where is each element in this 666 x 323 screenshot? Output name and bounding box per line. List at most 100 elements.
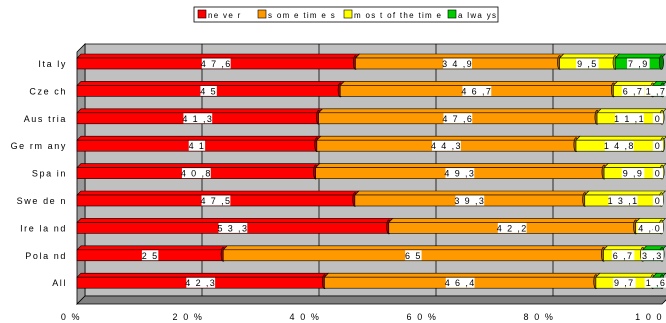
legend-swatch xyxy=(257,9,267,19)
category-label: Aus tria xyxy=(24,114,67,124)
plot-floor xyxy=(76,295,666,305)
data-label: 3 4 ,9 xyxy=(442,58,473,69)
legend-item-most-of-the-time: m os t of the tim e xyxy=(343,9,442,20)
svg-text:4 7 ,6: 4 7 ,6 xyxy=(442,114,473,124)
data-label: 4 2 ,2 xyxy=(497,222,528,233)
legend-swatch xyxy=(197,9,207,19)
x-tick-label: 1 0 0 % xyxy=(635,312,666,322)
data-label: 9 ,5 xyxy=(576,58,599,69)
legend-label: a lwa ys xyxy=(458,11,497,20)
svg-text:7 ,9: 7 ,9 xyxy=(628,59,649,69)
data-label: 4 2 ,3 xyxy=(185,277,216,288)
svg-text:4 0 ,8: 4 0 ,8 xyxy=(181,169,212,179)
svg-text:4 9 ,3: 4 9 ,3 xyxy=(444,169,475,179)
data-label: 4 1 ,3 xyxy=(182,113,213,124)
data-label: 4 0 ,8 xyxy=(181,168,212,179)
data-label: 4 5 xyxy=(200,85,217,96)
svg-text:1 4 ,8: 1 4 ,8 xyxy=(604,141,635,151)
svg-text:4 1: 4 1 xyxy=(189,141,206,151)
category-label: All xyxy=(52,278,67,288)
svg-text:4 1 ,3: 4 1 ,3 xyxy=(182,114,213,124)
category-label: Swe de n xyxy=(17,196,67,206)
svg-text:3 ,3: 3 ,3 xyxy=(642,251,663,261)
data-label: 3 ,3 xyxy=(641,250,664,261)
svg-text:1 3 ,1: 1 3 ,1 xyxy=(608,196,639,206)
svg-text:6 ,7: 6 ,7 xyxy=(623,86,644,96)
data-label: 1 ,6 xyxy=(644,277,666,288)
svg-text:0: 0 xyxy=(655,169,661,179)
legend-swatch xyxy=(343,9,353,19)
legend: ne ve r s om e tim e s m os t of the tim e… xyxy=(193,6,499,23)
svg-text:4 ,4: 4 ,4 xyxy=(638,223,659,233)
svg-text:6 ,7: 6 ,7 xyxy=(613,251,634,261)
legend-label: m os t of the tim e xyxy=(354,11,442,20)
svg-text:2 5: 2 5 xyxy=(142,251,159,261)
data-label: 5 3 ,3 xyxy=(217,222,248,233)
x-tick-label: 8 0 % xyxy=(523,312,554,322)
svg-text:4 7 ,5: 4 7 ,5 xyxy=(200,196,231,206)
svg-text:4 6 ,4: 4 6 ,4 xyxy=(445,278,476,288)
svg-text:9 ,5: 9 ,5 xyxy=(577,59,598,69)
data-label: 7 ,9 xyxy=(627,58,650,69)
data-label: 0 xyxy=(652,195,664,206)
data-label: 4 7 ,5 xyxy=(200,195,231,206)
data-label: 2 5 xyxy=(142,250,159,261)
bars xyxy=(76,53,666,290)
svg-text:5 3 ,3: 5 3 ,3 xyxy=(217,223,248,233)
category-label: Ita ly xyxy=(38,59,67,69)
svg-text:4 6 ,7: 4 6 ,7 xyxy=(461,86,492,96)
data-label: 4 6 ,7 xyxy=(461,85,492,96)
svg-text:0: 0 xyxy=(655,141,661,151)
svg-text:3 9 ,3: 3 9 ,3 xyxy=(454,196,485,206)
legend-label: ne ve r xyxy=(208,11,242,20)
legend-label: s om e tim e s xyxy=(268,11,336,20)
legend-swatch xyxy=(447,9,457,19)
category-labels: Ita ly Cze ch Aus tria Ge rm any Spa in Swe d… xyxy=(11,59,67,288)
data-label: 6 ,7 xyxy=(611,250,635,261)
data-label: 1 ,7 xyxy=(644,85,666,96)
data-label: 4 1 xyxy=(189,140,206,151)
data-label: 1 3 ,1 xyxy=(608,195,639,206)
x-tick-label: 0 % xyxy=(61,312,81,322)
x-tick-label: 6 0 % xyxy=(406,312,437,322)
data-label: 4 9 ,3 xyxy=(444,168,475,179)
data-label: 1 4 ,8 xyxy=(604,140,635,151)
data-label: 1 1 ,1 xyxy=(614,113,645,124)
data-label: 4 7 ,6 xyxy=(442,113,473,124)
legend-item-always: a lwa ys xyxy=(447,9,497,20)
svg-text:1 ,6: 1 ,6 xyxy=(646,278,666,288)
legend-item-sometimes: s om e tim e s xyxy=(257,9,336,20)
data-label: 0 xyxy=(652,113,664,124)
data-label: 4 4 ,3 xyxy=(431,140,462,151)
x-tick-label: 2 0 % xyxy=(172,312,203,322)
category-label: Ge rm any xyxy=(11,141,67,151)
legend-item-never: ne ve r xyxy=(197,9,242,20)
data-label: 0 xyxy=(652,140,664,151)
data-label: 6 ,7 xyxy=(621,85,645,96)
svg-text:1 ,7: 1 ,7 xyxy=(646,86,666,96)
data-label: 4 ,4 xyxy=(637,222,660,233)
data-label: 3 9 ,3 xyxy=(454,195,485,206)
svg-text:9 ,9: 9 ,9 xyxy=(623,169,644,179)
data-label: 4 6 ,4 xyxy=(445,277,476,288)
svg-text:0: 0 xyxy=(655,196,661,206)
data-label: 4 7 ,6 xyxy=(201,58,232,69)
svg-text:4 2 ,3: 4 2 ,3 xyxy=(185,278,216,288)
svg-text:1 1 ,1: 1 1 ,1 xyxy=(614,114,645,124)
svg-text:4 5: 4 5 xyxy=(200,86,217,96)
svg-text:3 4 ,9: 3 4 ,9 xyxy=(442,59,473,69)
x-axis-ticks: 0 % 2 0 % 4 0 % 6 0 % 8 0 % 1 0 0 % xyxy=(61,312,666,322)
svg-text:6 5: 6 5 xyxy=(405,251,422,261)
data-label: 9 ,9 xyxy=(621,168,645,179)
svg-text:9 ,7: 9 ,7 xyxy=(614,278,635,288)
category-label: Ire la nd xyxy=(20,223,67,233)
category-label: Spa in xyxy=(32,169,67,179)
data-label: 0 xyxy=(652,168,664,179)
svg-text:4 7 ,6: 4 7 ,6 xyxy=(201,59,232,69)
data-label: 0 xyxy=(652,222,664,233)
svg-text:4 2 ,2: 4 2 ,2 xyxy=(497,223,528,233)
svg-text:4 4 ,3: 4 4 ,3 xyxy=(431,141,462,151)
x-tick-label: 4 0 % xyxy=(289,312,320,322)
